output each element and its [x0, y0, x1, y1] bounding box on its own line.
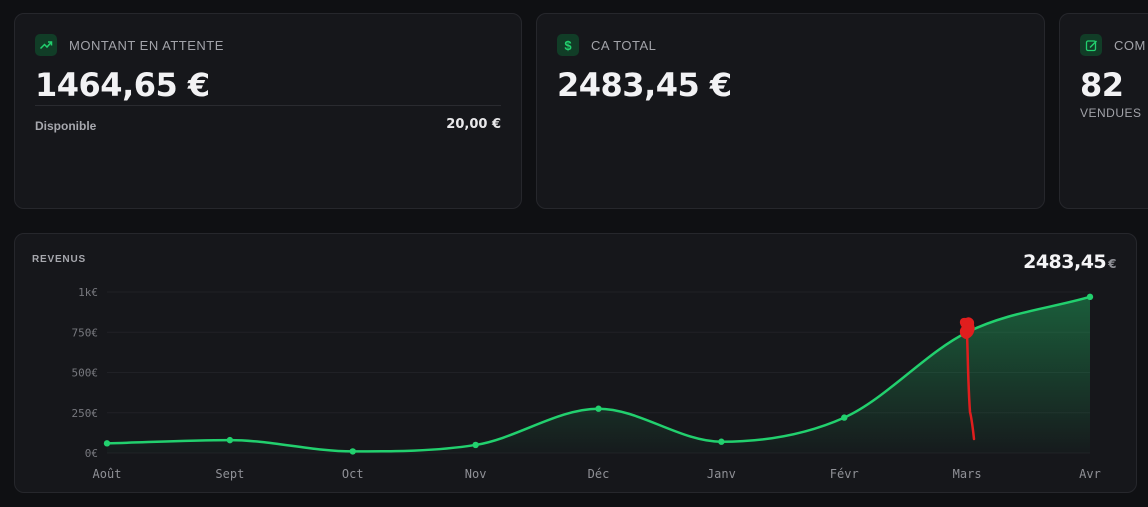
x-tick-label: Déc — [588, 467, 610, 481]
data-point[interactable] — [103, 440, 111, 447]
x-tick-label: Sept — [215, 467, 244, 481]
dollar-icon: $ — [557, 34, 579, 56]
data-point[interactable] — [349, 448, 356, 455]
y-tick-label: 0€ — [85, 447, 98, 460]
y-tick-label: 500€ — [72, 367, 99, 380]
total-revenue-value: 2483,45 € — [557, 66, 732, 104]
trending-up-icon — [35, 34, 57, 56]
x-tick-label: Oct — [342, 467, 364, 481]
available-value: 20,00 € — [446, 117, 501, 132]
total-revenue-card: $ CA TOTAL 2483,45 € — [536, 13, 1045, 209]
x-tick-label: Mars — [953, 467, 982, 481]
card-divider — [35, 105, 501, 106]
x-tick-label: Févr — [830, 467, 859, 481]
y-tick-label: 750€ — [72, 326, 99, 339]
y-tick-label: 250€ — [72, 407, 99, 420]
x-tick-label: Avr — [1079, 467, 1101, 481]
data-point[interactable] — [1086, 293, 1094, 301]
data-point[interactable] — [226, 436, 234, 444]
pending-amount-value: 1464,65 € — [35, 66, 210, 104]
edit-icon — [1080, 34, 1102, 56]
available-label: Disponible — [35, 119, 97, 133]
chart-title: REVENUS — [32, 254, 86, 265]
revenue-chart: 0€ 250€ 500€ 750€ 1k€ Août Sept Oct Nov Déc Janv F… — [72, 286, 1101, 481]
total-revenue-header: $ CA TOTAL — [557, 34, 656, 56]
revenue-area — [107, 296, 1090, 453]
orders-label: COM — [1114, 37, 1146, 53]
pending-amount-card: MONTANT EN ATTENTE 1464,65 € Disponible … — [14, 13, 522, 209]
data-point[interactable] — [718, 438, 725, 445]
chart-total-value: 2483,45 — [1023, 251, 1107, 273]
pending-amount-label: MONTANT EN ATTENTE — [69, 37, 224, 53]
orders-sub-label: VENDUES — [1080, 106, 1142, 120]
orders-card: COM 82 VENDUES — [1059, 13, 1148, 209]
annotation-mark — [959, 317, 976, 441]
x-tick-label: Janv — [707, 467, 736, 481]
total-revenue-label: CA TOTAL — [591, 37, 657, 53]
data-point[interactable] — [841, 414, 848, 421]
orders-header: COM — [1080, 34, 1146, 56]
data-point[interactable] — [472, 441, 479, 449]
x-tick-label: Août — [93, 467, 122, 481]
chart-total: 2483,45 € — [1023, 251, 1116, 273]
y-tick-label: 1k€ — [78, 286, 98, 299]
data-point[interactable] — [595, 405, 602, 412]
revenue-chart-card: REVENUS 2483,45 € 0€ 250€ 500€ 750€ 1k€ Août S… — [14, 233, 1137, 493]
pending-amount-header: MONTANT EN ATTENTE — [35, 34, 224, 56]
chart-total-currency: € — [1108, 257, 1116, 271]
x-tick-label: Nov — [465, 467, 487, 481]
orders-value: 82 — [1080, 66, 1124, 104]
